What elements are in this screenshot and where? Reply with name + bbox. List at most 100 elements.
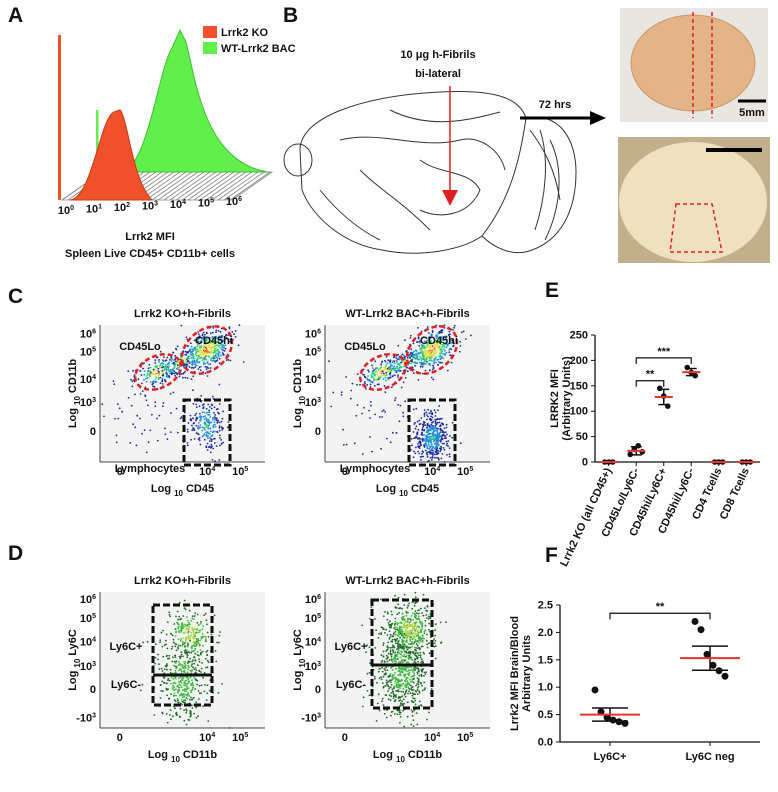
axis-label-name: CD45 xyxy=(186,483,214,495)
event-dot xyxy=(371,367,374,369)
event-dot xyxy=(189,698,191,701)
x-tick-label-base: 10 xyxy=(457,466,469,478)
event-dot xyxy=(403,622,406,625)
event-dot xyxy=(411,601,414,604)
event-dot xyxy=(389,620,391,622)
event-dot xyxy=(405,661,408,664)
axis-label-prefix: Log xyxy=(67,671,79,691)
floor-hatch xyxy=(175,171,217,201)
event-dot xyxy=(183,681,186,684)
event-dot xyxy=(196,345,199,348)
event-dot xyxy=(178,683,181,686)
event-dot xyxy=(401,632,404,635)
event-dot xyxy=(421,628,423,630)
event-dot xyxy=(183,695,186,698)
event-dot xyxy=(170,676,173,679)
event-dot xyxy=(181,644,184,647)
event-dot xyxy=(139,370,142,372)
event-dot xyxy=(198,692,201,695)
event-dot xyxy=(190,345,193,348)
event-dot xyxy=(194,659,197,662)
event-dot xyxy=(370,375,373,377)
event-dot xyxy=(164,433,167,436)
event-dot xyxy=(411,634,414,637)
event-dot xyxy=(413,674,415,677)
event-dot xyxy=(422,455,425,458)
event-dot xyxy=(154,362,157,364)
event-dot xyxy=(147,367,150,370)
event-dot xyxy=(206,366,209,369)
event-dot xyxy=(191,679,193,682)
event-dot xyxy=(215,331,217,334)
event-dot xyxy=(398,358,401,361)
event-dot xyxy=(176,373,179,376)
event-dot xyxy=(163,368,166,371)
event-dot xyxy=(167,366,170,369)
event-dot xyxy=(421,427,424,429)
event-dot xyxy=(148,363,151,366)
event-dot xyxy=(396,686,398,689)
event-dot xyxy=(415,690,417,693)
event-dot xyxy=(355,414,358,417)
event-dot xyxy=(400,622,403,624)
event-dot xyxy=(205,445,208,448)
event-dot xyxy=(196,357,199,360)
event-dot xyxy=(203,438,206,441)
event-dot xyxy=(411,694,414,697)
event-dot xyxy=(174,374,177,377)
event-dot xyxy=(420,705,423,707)
event-dot xyxy=(166,721,169,724)
event-dot xyxy=(386,437,388,440)
event-dot xyxy=(175,712,178,715)
event-dot xyxy=(408,632,410,634)
event-dot xyxy=(364,382,366,385)
event-dot xyxy=(221,346,224,349)
axis-label: Log10CD11b xyxy=(67,359,82,429)
event-dot xyxy=(162,629,165,632)
event-dot xyxy=(441,341,444,344)
event-dot xyxy=(404,668,406,671)
event-dot xyxy=(182,699,185,702)
floor-hatch xyxy=(157,171,199,201)
event-dot xyxy=(233,333,236,336)
event-dot xyxy=(421,452,423,455)
event-dot xyxy=(362,705,364,708)
event-dot xyxy=(231,330,234,333)
panel-label: D xyxy=(8,542,23,565)
event-dot xyxy=(225,333,228,336)
event-dot xyxy=(417,379,420,381)
event-dot xyxy=(439,621,442,624)
event-dot xyxy=(413,635,416,638)
event-dot xyxy=(167,368,170,371)
event-dot xyxy=(204,362,207,365)
event-dot xyxy=(192,618,195,620)
event-dot xyxy=(207,414,210,416)
event-dot xyxy=(190,438,193,441)
event-dot xyxy=(200,620,203,623)
event-dot xyxy=(405,678,407,681)
event-dot xyxy=(424,443,426,445)
event-dot xyxy=(216,357,219,359)
event-dot xyxy=(209,332,212,335)
event-dot xyxy=(398,612,400,614)
y-tick-label-exp: 4 xyxy=(317,374,321,381)
event-dot xyxy=(178,601,181,604)
event-dot xyxy=(345,443,348,446)
event-dot xyxy=(441,329,444,331)
x-tick-base: 10 xyxy=(226,196,238,208)
event-dot xyxy=(141,390,144,392)
event-dot xyxy=(201,429,204,432)
event-dot xyxy=(203,403,205,406)
event-dot xyxy=(386,709,389,711)
event-dot xyxy=(175,649,178,652)
event-dot xyxy=(197,433,200,436)
event-dot xyxy=(200,340,203,342)
event-dot xyxy=(417,685,420,688)
event-dot xyxy=(415,643,418,645)
event-dot xyxy=(409,692,412,695)
event-dot xyxy=(170,412,172,414)
event-dot xyxy=(423,349,426,352)
event-dot xyxy=(195,669,198,672)
event-dot xyxy=(154,359,157,361)
event-dot xyxy=(182,615,185,617)
